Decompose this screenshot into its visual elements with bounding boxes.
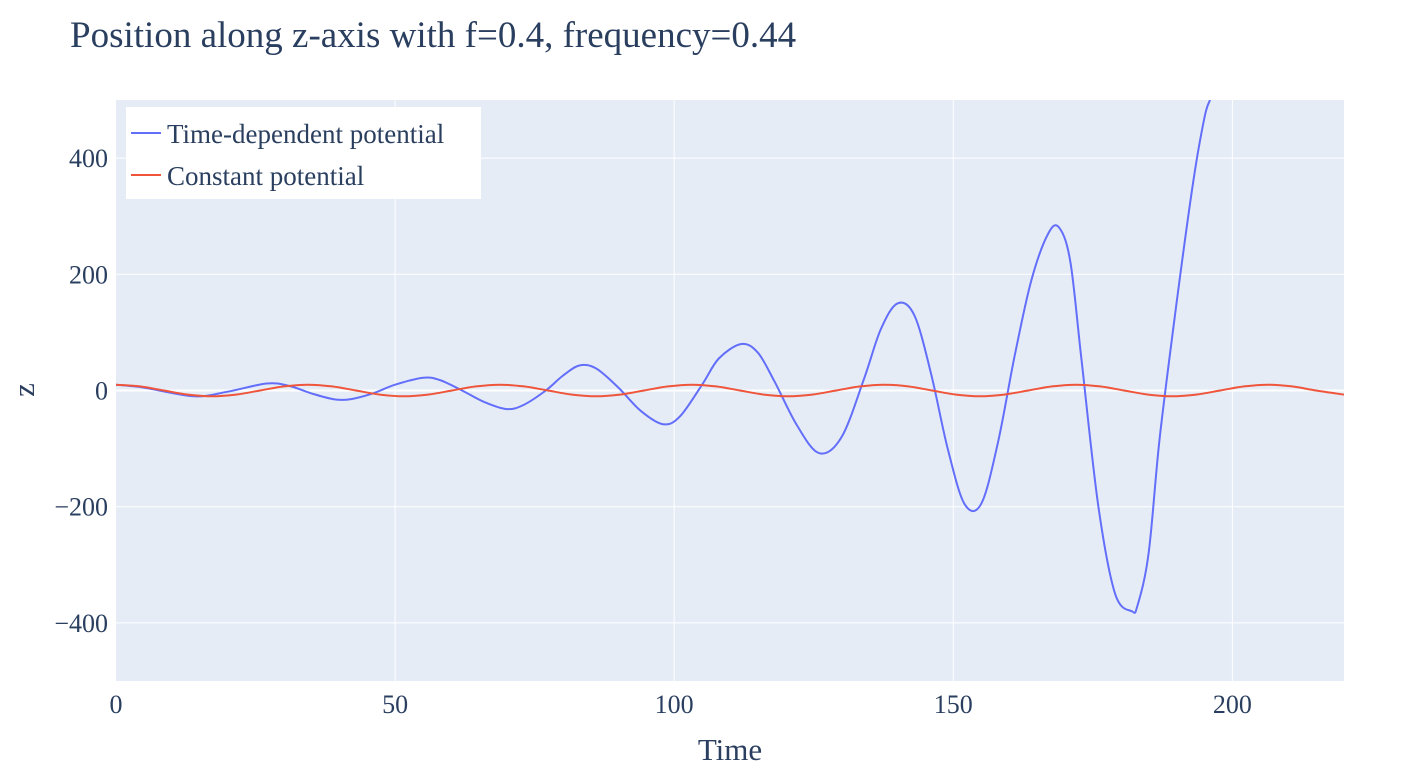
legend-label-constant: Constant potential xyxy=(167,161,364,191)
y-tick-label: −400 xyxy=(54,609,108,638)
y-tick-label: 200 xyxy=(69,260,108,289)
y-tick-label: 0 xyxy=(95,377,108,406)
legend-item-time-dependent[interactable]: Time-dependent potential xyxy=(131,119,444,149)
series-line-0 xyxy=(116,100,1211,614)
y-tick-label: 400 xyxy=(69,144,108,173)
series-line-1 xyxy=(116,383,1344,398)
ticks: 0 50 100 150 200 −400 −200 0 200 400 xyxy=(54,144,1252,719)
x-axis-title: Time xyxy=(698,732,762,767)
legend[interactable]: Time-dependent potential Constant potent… xyxy=(126,107,481,199)
x-tick-label: 50 xyxy=(382,690,408,719)
legend-label-time-dependent: Time-dependent potential xyxy=(167,119,444,149)
x-tick-label: 100 xyxy=(655,690,694,719)
y-axis-title: z xyxy=(6,383,41,397)
legend-box xyxy=(126,107,481,199)
x-tick-label: 200 xyxy=(1213,690,1252,719)
legend-item-constant[interactable]: Constant potential xyxy=(131,161,364,191)
x-tick-label: 150 xyxy=(934,690,973,719)
y-tick-label: −200 xyxy=(54,493,108,522)
grid xyxy=(116,100,1344,681)
chart-title: Position along z-axis with f=0.4, freque… xyxy=(70,15,797,56)
series-layer xyxy=(116,100,1344,614)
x-tick-label: 0 xyxy=(110,690,123,719)
